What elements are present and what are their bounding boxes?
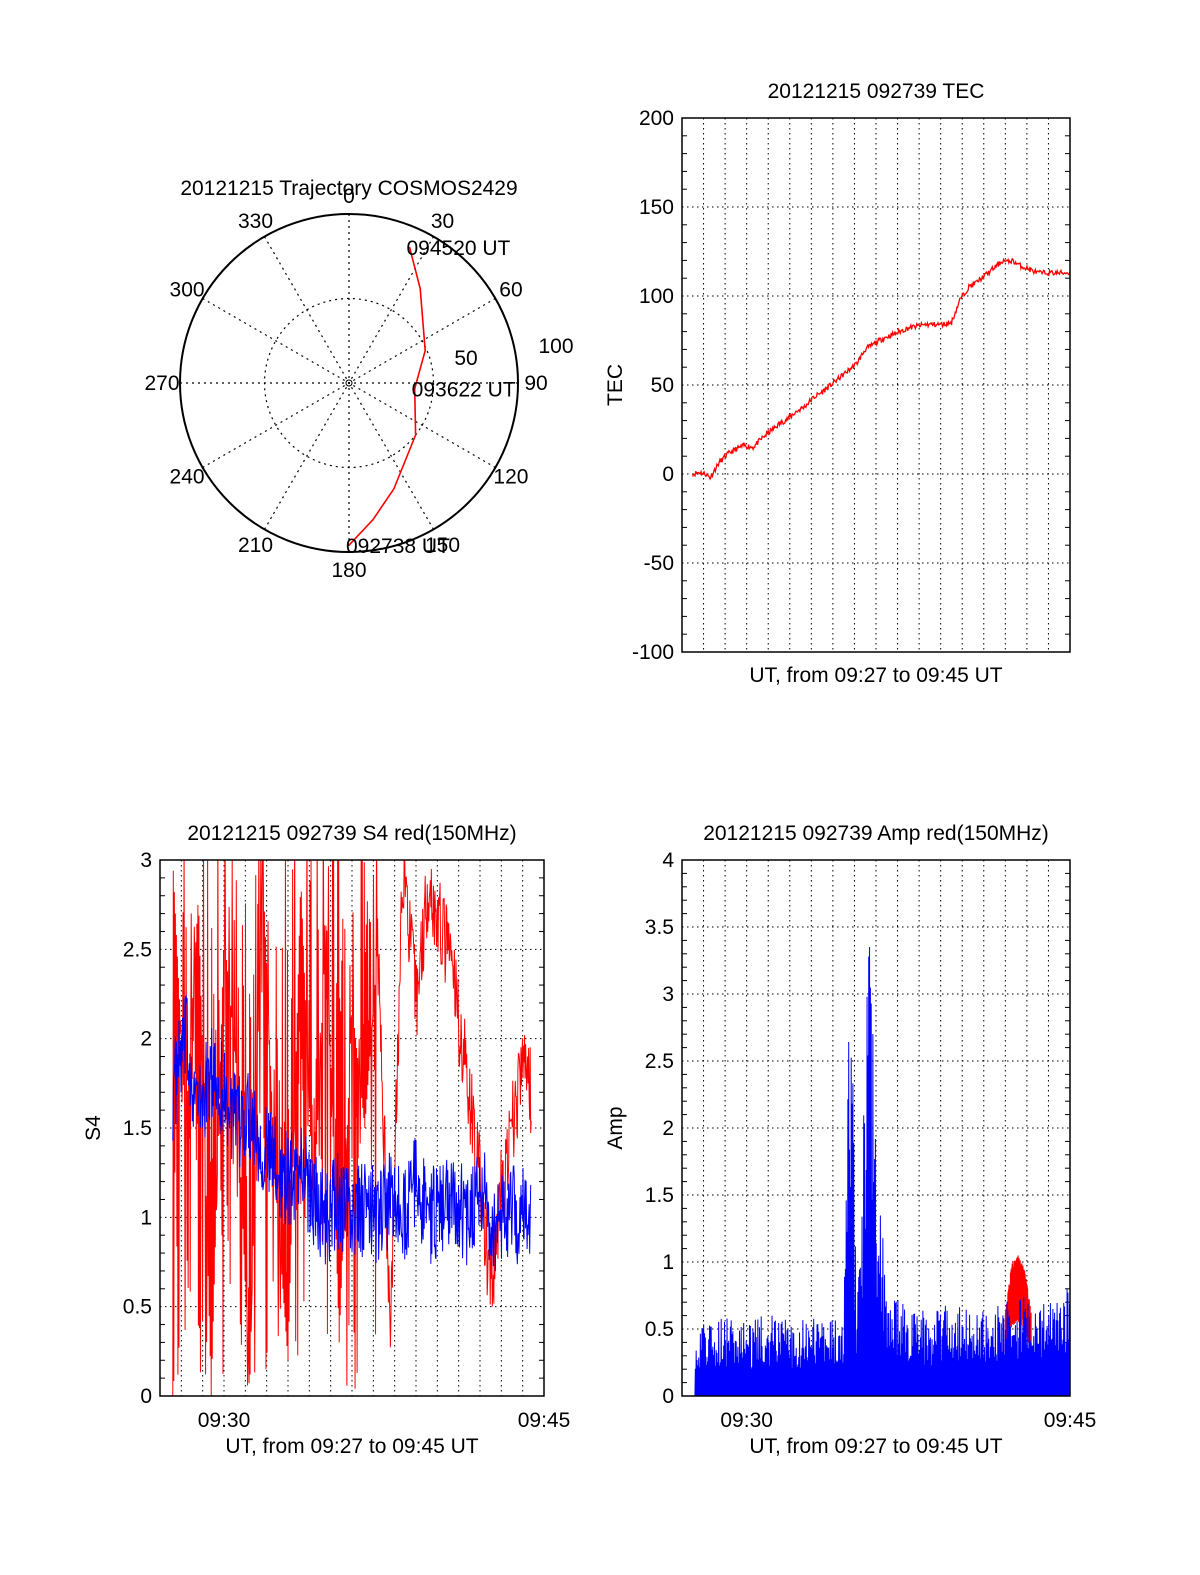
s4-ylabel: S4 bbox=[82, 1115, 105, 1141]
amp-ytick-label: 2 bbox=[662, 1117, 674, 1140]
polar-azimuth-label: 240 bbox=[170, 466, 205, 489]
tec-title: 20121215 092739 TEC bbox=[768, 80, 985, 103]
s4-ytick-label: 0 bbox=[140, 1385, 152, 1408]
trajectory-time-label: 092738 UT bbox=[346, 535, 450, 558]
trajectory-line bbox=[348, 246, 427, 546]
polar-azimuth-label: 330 bbox=[238, 210, 273, 233]
amp-ytick-label: 1 bbox=[662, 1251, 674, 1274]
tec-ytick-label: -50 bbox=[644, 552, 674, 575]
tec-plot-area bbox=[692, 257, 1070, 481]
s4-ytick-label: 2.5 bbox=[123, 938, 152, 961]
amp-ytick-label: 0 bbox=[662, 1385, 674, 1408]
s4-xtick-label: 09:45 bbox=[518, 1409, 571, 1432]
tec-xlabel: UT, from 09:27 to 09:45 UT bbox=[749, 664, 1002, 687]
polar-azimuth-label: 0 bbox=[343, 185, 355, 208]
tec-ylabel: TEC bbox=[604, 364, 627, 406]
tec-frame bbox=[681, 117, 1071, 653]
polar-azimuth-label: 90 bbox=[524, 372, 547, 395]
s4-ytick-label: 1.5 bbox=[123, 1117, 152, 1140]
amp-ytick-label: 4 bbox=[662, 849, 674, 872]
amp-xtick-label: 09:45 bbox=[1044, 1409, 1097, 1432]
s4-panel: 20121215 092739 S4 red(150MHz) 0 0.5 1 1.5 2 2… bbox=[82, 822, 571, 1458]
tec-ytick-label: 150 bbox=[639, 196, 674, 219]
polar-azimuth-label: 180 bbox=[331, 559, 366, 582]
amp-ylabel: Amp bbox=[604, 1106, 627, 1149]
polar-radial-label: 50 bbox=[454, 347, 477, 370]
s4-ytick-label: 0.5 bbox=[123, 1296, 152, 1319]
amp-ytick-label: 3 bbox=[662, 983, 674, 1006]
polar-azimuth-label: 210 bbox=[238, 534, 273, 557]
amp-xtick-label: 09:30 bbox=[720, 1409, 773, 1432]
polar-azimuth-label: 300 bbox=[170, 279, 205, 302]
amp-frame bbox=[681, 859, 1071, 1397]
amp-ytick-label: 2.5 bbox=[645, 1050, 674, 1073]
tec-panel: 20121215 092739 TEC -100 -50 0 50 100 150 200 UT… bbox=[604, 80, 1071, 687]
polar-center bbox=[345, 379, 353, 387]
tec-ytick-label: 200 bbox=[639, 107, 674, 130]
amp-xlabel: UT, from 09:27 to 09:45 UT bbox=[749, 1435, 1002, 1458]
s4-ytick-label: 1 bbox=[140, 1206, 152, 1229]
amp-title: 20121215 092739 Amp red(150MHz) bbox=[703, 822, 1049, 845]
s4-ytick-label: 3 bbox=[140, 849, 152, 872]
s4-ytick-label: 2 bbox=[140, 1028, 152, 1051]
s4-series-red bbox=[172, 860, 532, 1396]
polar-azimuth-label: 120 bbox=[493, 466, 528, 489]
s4-xlabel: UT, from 09:27 to 09:45 UT bbox=[225, 1435, 478, 1458]
s4-frame bbox=[159, 859, 545, 1397]
s4-xtick-label: 09:30 bbox=[198, 1409, 251, 1432]
polar-azimuth-label: 150 bbox=[425, 534, 460, 557]
polar-title: 20121215 Trajectory COSMOS2429 bbox=[180, 177, 517, 200]
polar-azimuth-label: 60 bbox=[499, 279, 522, 302]
tec-ytick-label: 100 bbox=[639, 285, 674, 308]
polar-azimuth-label: 270 bbox=[144, 372, 179, 395]
amp-ytick-label: 3.5 bbox=[645, 916, 674, 939]
tec-ytick-label: 0 bbox=[662, 463, 674, 486]
polar-azimuth-label: 30 bbox=[431, 210, 454, 233]
amp-ytick-label: 1.5 bbox=[645, 1184, 674, 1207]
s4-plot-area bbox=[172, 860, 532, 1396]
tec-series-red bbox=[692, 257, 1070, 481]
s4-series-blue bbox=[172, 994, 532, 1272]
amp-ytick-label: 0.5 bbox=[645, 1318, 674, 1341]
trajectory-time-label: 093622 UT bbox=[412, 379, 516, 402]
amp-plot-area bbox=[694, 947, 1070, 1396]
s4-title: 20121215 092739 S4 red(150MHz) bbox=[187, 822, 516, 845]
tec-ytick-label: -100 bbox=[632, 641, 674, 664]
polar-spoke bbox=[263, 236, 435, 530]
tec-ytick-label: 50 bbox=[651, 374, 674, 397]
polar-radial-label: 100 bbox=[538, 335, 573, 358]
trajectory-time-label: 094520 UT bbox=[406, 237, 510, 260]
amp-series-blue bbox=[694, 947, 1070, 1396]
amp-panel: 20121215 092739 Amp red(150MHz) 0 0.5 1 1.5 2… bbox=[604, 822, 1096, 1458]
